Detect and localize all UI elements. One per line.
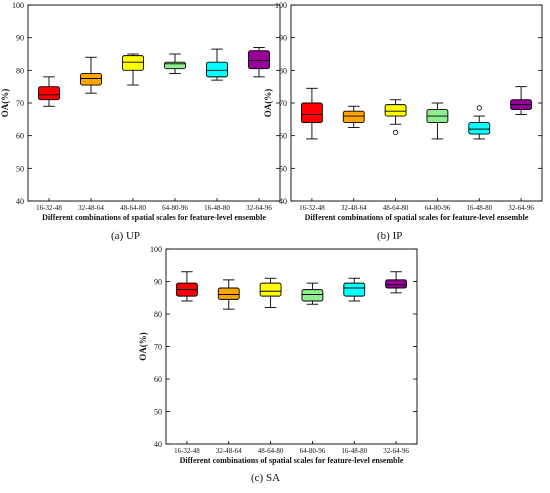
plot-frame: [290, 4, 543, 202]
box-16-48-80: [468, 105, 491, 140]
box-64-80-96: [164, 53, 186, 75]
box-iqr: [164, 61, 186, 70]
box-64-80-96: [426, 102, 449, 140]
box-32-48-64: [342, 105, 365, 128]
x-tick-label: 64-80-96: [300, 447, 326, 455]
box-iqr: [38, 86, 60, 101]
y-tick-label: 60: [16, 132, 24, 141]
x-tick-label: 32-48-64: [216, 447, 242, 455]
x-tick-label: 48-64-80: [120, 204, 146, 212]
x-tick-label: 32-64-96: [508, 204, 534, 212]
box-iqr: [122, 55, 144, 71]
y-tick-label: 40: [16, 197, 24, 206]
box-48-64-80: [384, 99, 407, 135]
box-iqr: [342, 110, 365, 124]
x-tick-label: 32-64-96: [246, 204, 272, 212]
y-tick-label: 70: [279, 99, 287, 108]
box-16-48-80: [206, 48, 228, 81]
box-16-32-48: [38, 76, 60, 107]
y-axis-label: OA(%): [0, 89, 10, 118]
plot-frame: [27, 4, 281, 202]
plot-frame: [165, 248, 418, 445]
box-16-32-48: [301, 87, 323, 140]
box-iqr: [206, 61, 228, 78]
box-iqr: [259, 282, 282, 297]
y-tick-label: 70: [16, 99, 24, 108]
box-48-64-80: [122, 53, 144, 86]
x-tick-label: 16-32-48: [174, 447, 200, 455]
box-iqr: [343, 282, 366, 297]
box-64-80-96: [301, 282, 324, 305]
box-16-48-80: [343, 277, 366, 302]
x-tick-label: 32-48-64: [78, 204, 104, 212]
y-tick-label: 50: [279, 164, 287, 173]
x-tick-label: 16-48-80: [341, 447, 367, 455]
x-tick-label: 64-80-96: [162, 204, 188, 212]
box-iqr: [468, 122, 491, 135]
x-tick-label: 16-48-80: [466, 204, 492, 212]
box-32-48-64: [217, 279, 240, 310]
caption-c: (c) SA: [251, 472, 281, 484]
x-axis-label: Different combinations of spatial scales…: [180, 456, 404, 465]
y-tick-label: 40: [279, 197, 287, 206]
x-tick-label: 48-64-80: [383, 204, 409, 212]
box-32-48-64: [80, 56, 102, 94]
y-axis-label: OA(%): [263, 89, 273, 118]
caption-b: (b) IP: [377, 230, 403, 242]
box-iqr: [301, 289, 324, 302]
x-tick-label: 16-32-48: [299, 204, 325, 212]
box-iqr: [217, 287, 240, 300]
x-tick-label: 32-48-64: [341, 204, 367, 212]
y-axis-label: OA(%): [138, 332, 148, 361]
y-tick-label: 100: [12, 1, 24, 10]
x-tick-label: 16-32-48: [36, 204, 62, 212]
y-tick-label: 70: [154, 343, 162, 352]
y-tick-label: 90: [154, 278, 162, 287]
x-tick-label: 32-64-96: [383, 447, 409, 455]
y-tick-label: 80: [16, 66, 24, 75]
y-tick-label: 50: [154, 408, 162, 417]
box-iqr: [80, 73, 102, 86]
box-iqr: [301, 102, 323, 124]
y-tick-label: 60: [154, 375, 162, 384]
box-iqr: [248, 50, 270, 70]
x-tick-label: 64-80-96: [425, 204, 451, 212]
x-tick-label: 16-48-80: [204, 204, 230, 212]
box-32-64-96: [510, 86, 532, 115]
panel-b: 40 50 60 70 80 90 100 OA(%) Different combinatio…: [263, 1, 543, 222]
y-tick-label: 60: [279, 132, 287, 141]
box-32-64-96: [248, 47, 270, 78]
y-tick-label: 100: [150, 245, 162, 254]
outlier-point: [476, 105, 482, 111]
x-axis-label: Different combinations of spatial scales…: [42, 213, 266, 222]
panel-c: 40 50 60 70 80 90 100 OA(%) Different combinatio…: [138, 245, 418, 465]
box-iqr: [385, 279, 407, 289]
y-tick-label: 90: [279, 34, 287, 43]
y-tick-label: 80: [154, 310, 162, 319]
box-16-32-48: [176, 271, 198, 302]
box-iqr: [384, 104, 407, 117]
x-axis-label: Different combinations of spatial scales…: [305, 213, 529, 222]
y-tick-label: 50: [16, 164, 24, 173]
y-tick-label: 100: [275, 1, 287, 10]
y-tick-label: 80: [279, 66, 287, 75]
x-tick-label: 48-64-80: [258, 447, 284, 455]
panel-a: 40 50 60 70 80 90 100 OA(%) Different combinatio…: [0, 1, 281, 222]
y-tick-label: 40: [154, 440, 162, 449]
outlier-point: [392, 129, 399, 135]
y-tick-label: 90: [16, 34, 24, 43]
box-32-64-96: [385, 271, 407, 294]
box-48-64-80: [259, 277, 282, 308]
caption-a: (a) UP: [111, 230, 141, 242]
